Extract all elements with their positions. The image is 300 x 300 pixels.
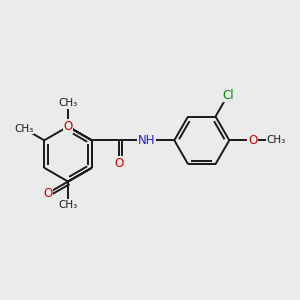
Text: CH₃: CH₃	[58, 200, 78, 210]
Text: CH₃: CH₃	[266, 135, 286, 145]
Text: NH: NH	[138, 134, 156, 147]
Text: CH₃: CH₃	[14, 124, 34, 134]
Text: O: O	[43, 187, 52, 200]
Text: Cl: Cl	[222, 88, 234, 102]
Text: CH₃: CH₃	[58, 98, 78, 108]
Text: O: O	[63, 120, 73, 133]
Text: O: O	[115, 157, 124, 170]
Text: O: O	[248, 134, 257, 147]
